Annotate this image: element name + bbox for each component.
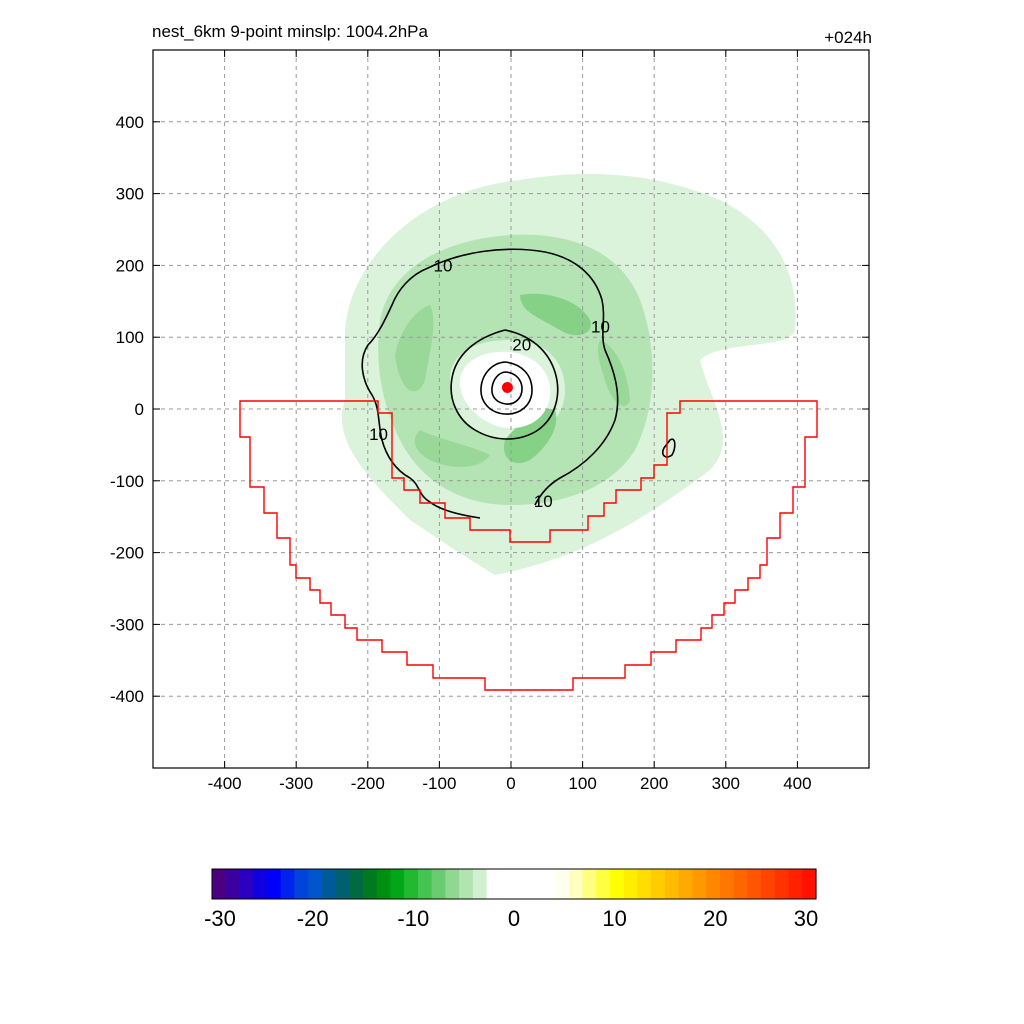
y-tick-label: 400 xyxy=(116,113,144,132)
colorbar-swatch xyxy=(417,869,433,899)
contour-10 xyxy=(361,248,619,519)
colorbar-swatch xyxy=(404,869,419,899)
field-band-dark-2 xyxy=(504,409,557,464)
colorbar-swatch xyxy=(692,869,707,899)
colorbar-tick-label: 0 xyxy=(507,906,521,931)
colorbar-swatch xyxy=(376,869,392,899)
x-tick-label: 100 xyxy=(568,774,596,793)
colorbar-swatch xyxy=(637,869,652,899)
colorbar-swatch xyxy=(761,869,776,899)
contour-40 xyxy=(491,371,523,405)
domain-boundary xyxy=(239,400,818,691)
y-tick-label: -100 xyxy=(110,472,144,491)
colorbar-swatch xyxy=(665,869,680,899)
contour-label: 10 xyxy=(534,492,553,511)
colorbar-swatch xyxy=(335,869,350,899)
contour-label-layer: 10 10 10 10 20 xyxy=(369,256,610,511)
field-band-mid xyxy=(378,234,653,505)
colorbar-tick-label: 20 xyxy=(703,906,728,931)
colorbar-swatch xyxy=(514,869,529,899)
colorbar-swatch xyxy=(390,869,405,899)
y-tick-label: -400 xyxy=(110,687,144,706)
colorbar-swatch xyxy=(774,869,790,899)
colorbar-swatch xyxy=(596,869,611,899)
colorbar-swatch xyxy=(294,869,309,899)
colorbar-swatch xyxy=(651,869,666,899)
x-tick-label: -300 xyxy=(279,774,313,793)
y-tick-label: -300 xyxy=(110,615,144,634)
x-tick-label: 300 xyxy=(712,774,740,793)
colorbar-tick-label: -30 xyxy=(204,906,236,931)
x-tick-label: -200 xyxy=(351,774,385,793)
colorbar-swatch xyxy=(678,869,694,899)
colorbar-swatch xyxy=(623,869,639,899)
colorbar-swatch xyxy=(788,869,803,899)
contour-20 xyxy=(450,329,559,440)
plot-title: nest_6km 9-point minslp: 1004.2hPa xyxy=(152,22,428,41)
colorbar-swatch xyxy=(500,869,515,899)
colorbar-swatch xyxy=(610,869,625,899)
colorbar-swatch xyxy=(568,869,584,899)
colorbar-tick-label: 30 xyxy=(793,906,819,931)
colorbar-tick-label: -10 xyxy=(397,906,430,931)
storm-center-marker xyxy=(501,381,513,393)
colorbar-swatch xyxy=(363,869,378,899)
x-tick-label: 200 xyxy=(640,774,668,793)
x-tick-label: 400 xyxy=(783,774,811,793)
colorbar-swatch xyxy=(802,869,817,899)
x-tick-label: -400 xyxy=(208,774,242,793)
wind-field-shading xyxy=(341,174,796,576)
colorbar-swatch xyxy=(349,869,364,899)
contour-label: 10 xyxy=(591,317,610,336)
colorbar-swatch xyxy=(253,869,268,899)
colorbar-swatch xyxy=(706,869,721,899)
colorbar-tick-label: -20 xyxy=(296,906,329,931)
contour-30 xyxy=(480,361,533,415)
field-band-dark-4 xyxy=(395,305,434,392)
colorbar-frame xyxy=(211,868,817,900)
y-tick-label: 300 xyxy=(116,185,144,204)
colorbar-swatch xyxy=(459,869,474,899)
colorbar-swatch xyxy=(266,869,282,899)
colorbar-tick-label: 10 xyxy=(602,906,627,931)
y-tick-label: 200 xyxy=(116,256,144,275)
contour-lines xyxy=(361,248,676,519)
y-tick-label: -200 xyxy=(110,544,144,563)
field-band-dark-1 xyxy=(520,293,591,336)
colorbar-swatch xyxy=(225,869,241,899)
colorbar-swatch xyxy=(541,869,556,899)
domain-boundary-line xyxy=(239,400,818,691)
contour-label: 10 xyxy=(434,256,453,275)
colorbar-swatch xyxy=(527,869,543,899)
colorbar-swatch xyxy=(280,869,295,899)
y-tick-label: 100 xyxy=(116,328,144,347)
colorbar-swatch xyxy=(555,869,570,899)
axis-ticks: -400 -300 -200 -100 0 100 200 300 400-400-300-20… xyxy=(110,50,869,793)
colorbar-swatch xyxy=(486,869,501,899)
colorbar-swatch xyxy=(472,869,488,899)
forecast-time-label: +024h xyxy=(824,28,872,47)
colorbar-swatch xyxy=(445,869,460,899)
colorbar-swatch xyxy=(321,869,337,899)
contour-label: 10 xyxy=(369,425,388,444)
contour-label: 20 xyxy=(512,335,531,354)
x-tick-label: 0 xyxy=(506,774,515,793)
field-band-dark-3 xyxy=(414,430,490,467)
x-tick-label: -100 xyxy=(422,774,456,793)
contour-10-small xyxy=(661,438,676,458)
colorbar-swatch xyxy=(747,869,762,899)
colorbar-swatch xyxy=(212,869,227,899)
colorbar-swatch xyxy=(308,869,323,899)
colorbar-swatch xyxy=(733,869,748,899)
colorbar xyxy=(211,868,817,900)
colorbar-swatch xyxy=(582,869,597,899)
colorbar-swatch xyxy=(719,869,735,899)
colorbar-swatch xyxy=(239,869,254,899)
colorbar-swatch xyxy=(431,869,446,899)
y-tick-label: 0 xyxy=(135,400,144,419)
